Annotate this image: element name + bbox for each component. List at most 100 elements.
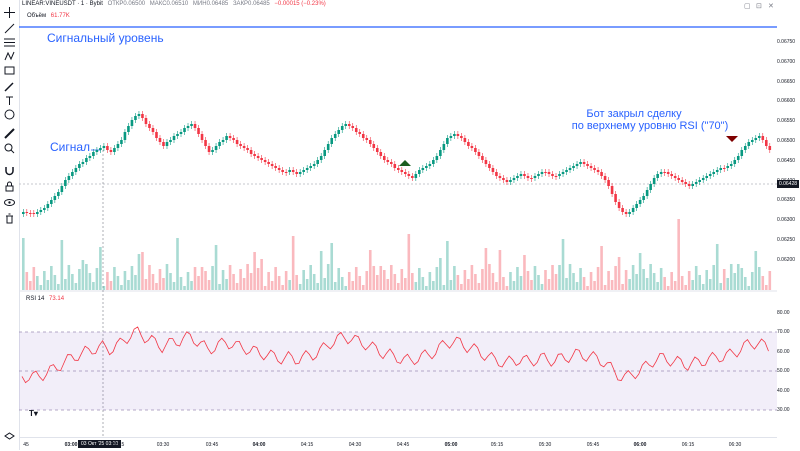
lock-icon[interactable] xyxy=(3,180,16,193)
symbol-name[interactable]: LINEAR:VINEUSDT · 1 · Bybit xyxy=(22,1,103,7)
volume-bar xyxy=(432,281,435,290)
layers-icon[interactable] xyxy=(3,431,16,444)
candle-body xyxy=(698,180,702,182)
volume-bar xyxy=(337,268,341,290)
trend-line-icon[interactable] xyxy=(3,22,16,35)
candle-body xyxy=(95,150,99,152)
candle-body xyxy=(701,178,705,180)
volume-bar xyxy=(652,273,656,290)
volume-bar xyxy=(64,279,67,290)
emoji-icon[interactable] xyxy=(3,108,16,121)
candle-body xyxy=(393,164,397,168)
candle-body xyxy=(225,136,228,140)
crosshair-icon[interactable] xyxy=(3,6,16,19)
volume-bar xyxy=(449,280,453,290)
candle-body xyxy=(50,200,53,204)
zoom-icon[interactable] xyxy=(3,142,16,155)
price-axis[interactable]: 0.06750 0.06700 0.06650 0.06600 0.06550 0.065… xyxy=(777,0,800,450)
magnet-icon[interactable] xyxy=(3,164,16,177)
volume-bar xyxy=(600,246,603,290)
volume-bar xyxy=(123,271,127,290)
time-tick: 06:15 xyxy=(681,442,695,448)
time-axis[interactable]: 03 Окт '25 03:10 45 03:00 03:15 03:30 03:45 0… xyxy=(19,437,777,451)
volume-bar xyxy=(267,272,270,290)
volume-bar xyxy=(561,239,565,290)
volume-bar xyxy=(642,269,645,290)
rsi-tick: 50.00 xyxy=(777,368,790,374)
candle-body xyxy=(680,180,684,182)
pattern-icon[interactable] xyxy=(3,50,16,63)
candle-body xyxy=(596,170,600,172)
price-tick: 0.06650 xyxy=(777,78,796,85)
eye-icon[interactable] xyxy=(3,196,16,209)
volume-bar xyxy=(533,266,537,290)
candle-body xyxy=(498,176,502,178)
volume-bar xyxy=(558,265,561,290)
volume-bar xyxy=(467,279,470,290)
candle-body xyxy=(757,136,761,138)
candle-body xyxy=(127,126,130,132)
volume-bar xyxy=(768,271,772,290)
price-chart[interactable] xyxy=(19,0,777,450)
candle-body xyxy=(617,202,621,208)
candle-body xyxy=(656,174,659,178)
volume-bar xyxy=(99,247,102,290)
candle-body xyxy=(554,176,558,177)
volume-bar xyxy=(624,270,628,290)
volume-bar xyxy=(453,266,456,290)
volume-bar xyxy=(270,281,274,290)
time-tick: 04:45 xyxy=(396,442,410,448)
candle-body xyxy=(565,170,568,172)
bot-closed-label-2: по верхнему уровню RSI ("70") xyxy=(571,120,729,132)
candle-body xyxy=(540,172,544,174)
trash-icon[interactable] xyxy=(3,212,16,225)
volume-bar xyxy=(701,284,705,290)
ohlc-change: −0.00015 (−0.23%) xyxy=(274,1,326,7)
ruler-icon[interactable] xyxy=(3,127,16,140)
candle-body xyxy=(666,172,670,174)
projection-icon[interactable] xyxy=(3,64,16,77)
maximize-icon[interactable]: ⊡ xyxy=(756,3,762,10)
candle-body xyxy=(190,124,193,126)
volume-bar xyxy=(368,250,372,290)
volume-bar xyxy=(586,286,589,290)
candle-body xyxy=(509,180,512,182)
volume-bar xyxy=(659,268,663,290)
volume-bar xyxy=(407,234,411,290)
volume-bar xyxy=(102,286,106,290)
candle-body xyxy=(652,178,656,184)
volume-bar xyxy=(505,286,509,290)
ohlc-close: ЗАКР0.06485 xyxy=(232,1,270,7)
volume-bar xyxy=(288,280,291,290)
time-tick: 04:30 xyxy=(348,442,362,448)
candle-body xyxy=(214,146,218,150)
volume-bar xyxy=(463,270,467,290)
time-tick: 05:00 xyxy=(444,442,458,448)
volume-bar xyxy=(393,274,397,290)
rsi-label[interactable]: RSI 14 xyxy=(26,296,45,302)
volume-label[interactable]: Объём xyxy=(27,13,47,19)
volume-bar xyxy=(200,267,204,290)
volume-bar xyxy=(579,268,582,290)
candle-body xyxy=(340,126,344,130)
candle-body xyxy=(474,148,477,152)
candle-body xyxy=(162,142,165,146)
candle-body xyxy=(610,186,614,194)
candle-body xyxy=(439,150,442,156)
fullscreen-icon[interactable]: ▢ xyxy=(744,3,751,10)
candle-body xyxy=(715,170,719,172)
text-icon[interactable] xyxy=(3,94,16,107)
symbol-header: LINEAR:VINEUSDT · 1 · Bybit ОТКР0.06500 … xyxy=(22,1,326,7)
volume-bar xyxy=(705,270,709,290)
volume-bar xyxy=(113,267,116,290)
volume-bar xyxy=(498,250,502,290)
volume-bar xyxy=(554,274,558,290)
fib-icon[interactable] xyxy=(3,36,16,49)
candle-body xyxy=(193,124,197,128)
brush-icon[interactable] xyxy=(3,80,16,93)
close-icon[interactable]: ✕ xyxy=(768,3,774,10)
volume-bar xyxy=(582,277,586,290)
volume-bar xyxy=(446,241,449,290)
candle-body xyxy=(582,162,586,164)
candle-body xyxy=(512,178,516,180)
